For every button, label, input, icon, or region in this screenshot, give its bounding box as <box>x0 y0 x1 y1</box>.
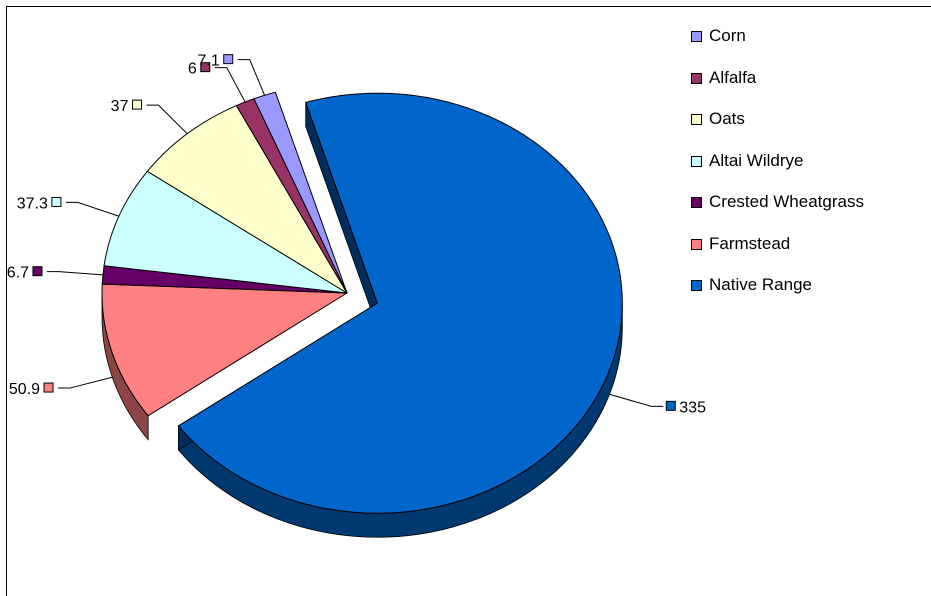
data-label-swatch-alfalfa <box>200 62 211 73</box>
legend-swatch-farmstead <box>691 238 702 250</box>
legend-swatch-corn <box>691 31 702 42</box>
data-label-corn: 7.1 <box>197 53 266 96</box>
data-label-farmstead: 50.9 <box>9 376 113 398</box>
legend-label-farmstead: Farmstead <box>709 233 791 253</box>
leader-line-alfalfa <box>214 67 246 103</box>
leader-line-altai-wildrye <box>65 201 120 217</box>
data-label-swatch-native-range <box>665 400 676 411</box>
data-label-swatch-oats <box>131 99 142 110</box>
leader-line-crested-wheatgrass <box>46 271 103 276</box>
data-label-text-corn: 7.1 <box>197 53 219 70</box>
data-label-altai-wildrye: 37.3 <box>17 195 120 217</box>
legend-swatch-alfalfa <box>691 72 702 84</box>
legend-label-oats: Oats <box>709 109 745 128</box>
legend-item-native-range: Native Range <box>691 275 864 317</box>
slice-oats <box>146 104 348 294</box>
data-label-text-oats: 37 <box>111 98 129 115</box>
data-label-text-native-range: 335 <box>679 399 706 416</box>
legend-label-native-range: Native Range <box>709 275 813 294</box>
legend-item-corn: Corn <box>691 26 864 68</box>
data-label-text-crested-wheatgrass: 6.7 <box>7 265 29 282</box>
data-label-text-farmstead: 50.9 <box>9 381 40 398</box>
pie-slices <box>101 91 623 514</box>
legend-item-oats: Oats <box>691 109 864 151</box>
leader-line-native-range <box>609 393 664 407</box>
slice-native-range <box>177 92 623 514</box>
data-label-alfalfa: 6 <box>188 61 246 103</box>
legend-label-corn: Corn <box>709 26 746 45</box>
legend-swatch-altai-wildrye <box>691 155 702 167</box>
legend: Corn Alfalfa Oats Altai Wildrye Crested … <box>691 26 864 317</box>
legend-item-farmstead: Farmstead <box>691 234 864 276</box>
data-label-text-alfalfa: 6 <box>188 61 197 78</box>
leader-line-oats <box>146 104 188 135</box>
legend-item-crested-wheatgrass: Crested Wheatgrass <box>691 192 864 234</box>
legend-label-crested-wheatgrass: Crested Wheatgrass <box>709 192 864 211</box>
legend-swatch-oats <box>691 114 702 125</box>
leader-line-farmstead <box>58 376 113 389</box>
data-label-oats: 37 <box>111 98 188 135</box>
legend-item-altai-wildrye: Altai Wildrye <box>691 151 864 193</box>
legend-swatch-native-range <box>691 280 702 291</box>
data-label-swatch-crested-wheatgrass <box>32 266 43 277</box>
legend-item-alfalfa: Alfalfa <box>691 68 864 110</box>
legend-label-altai-wildrye: Altai Wildrye <box>709 150 804 170</box>
leader-line-corn <box>237 59 266 96</box>
data-label-swatch-corn <box>223 54 234 65</box>
data-label-crested-wheatgrass: 6.7 <box>7 265 103 282</box>
data-label-swatch-farmstead <box>43 382 54 393</box>
data-labels: 335 50.9 6.7 37.3 37 6 7.1 <box>7 53 706 417</box>
data-label-swatch-altai-wildrye <box>51 196 62 207</box>
data-label-text-altai-wildrye: 37.3 <box>17 195 48 212</box>
legend-swatch-crested-wheatgrass <box>691 197 702 208</box>
data-label-native-range: 335 <box>609 393 706 416</box>
slice-farmstead <box>101 283 349 417</box>
legend-label-alfalfa: Alfalfa <box>709 67 757 87</box>
chart-area <box>6 6 931 596</box>
